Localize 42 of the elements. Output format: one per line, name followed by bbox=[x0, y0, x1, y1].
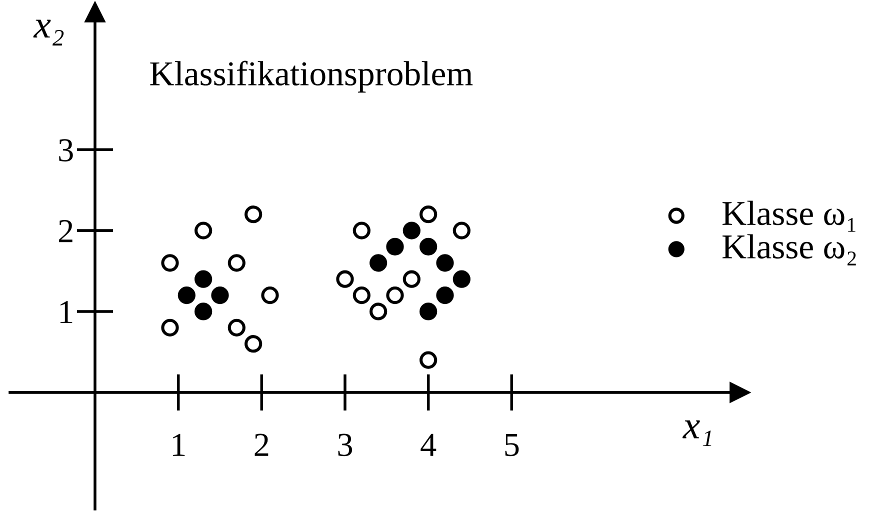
point bbox=[194, 302, 212, 320]
point bbox=[352, 222, 370, 240]
point bbox=[386, 286, 404, 304]
point bbox=[386, 238, 404, 256]
point bbox=[370, 302, 388, 320]
point bbox=[211, 286, 229, 304]
point bbox=[194, 222, 212, 240]
point bbox=[244, 335, 262, 353]
point bbox=[194, 270, 212, 288]
point bbox=[420, 351, 438, 369]
legend-label: Klasse ω₁ bbox=[722, 200, 856, 232]
point bbox=[228, 318, 246, 336]
point bbox=[244, 206, 262, 224]
x-tick-label: 4 bbox=[420, 434, 436, 456]
legend-label: Klasse ω₂ bbox=[722, 234, 856, 266]
y-tick-label: 1 bbox=[60, 301, 72, 324]
point bbox=[402, 222, 420, 240]
x-tick-label: 1 bbox=[172, 434, 185, 456]
point bbox=[452, 222, 470, 240]
x-tick-label: 3 bbox=[338, 434, 352, 456]
y-axis-title: x₂ bbox=[33, 20, 64, 46]
y-tick-label: 3 bbox=[59, 139, 73, 162]
point bbox=[436, 286, 454, 304]
point bbox=[370, 254, 388, 272]
point bbox=[420, 238, 438, 256]
y-tick-label: 2 bbox=[58, 220, 72, 242]
point bbox=[420, 302, 438, 320]
text: Klassifikationsproblem bbox=[150, 60, 473, 93]
point bbox=[352, 286, 370, 304]
x-tick-label: 2 bbox=[254, 434, 268, 456]
point bbox=[161, 254, 179, 272]
point bbox=[261, 286, 279, 304]
x-axis-title: x₁ bbox=[682, 420, 712, 446]
x-tick-label: 5 bbox=[505, 434, 519, 456]
point bbox=[420, 206, 438, 224]
point bbox=[436, 254, 454, 272]
point bbox=[228, 254, 246, 272]
point bbox=[178, 286, 196, 304]
point bbox=[161, 318, 179, 336]
point bbox=[402, 270, 420, 288]
point bbox=[452, 270, 470, 288]
point bbox=[336, 270, 354, 288]
